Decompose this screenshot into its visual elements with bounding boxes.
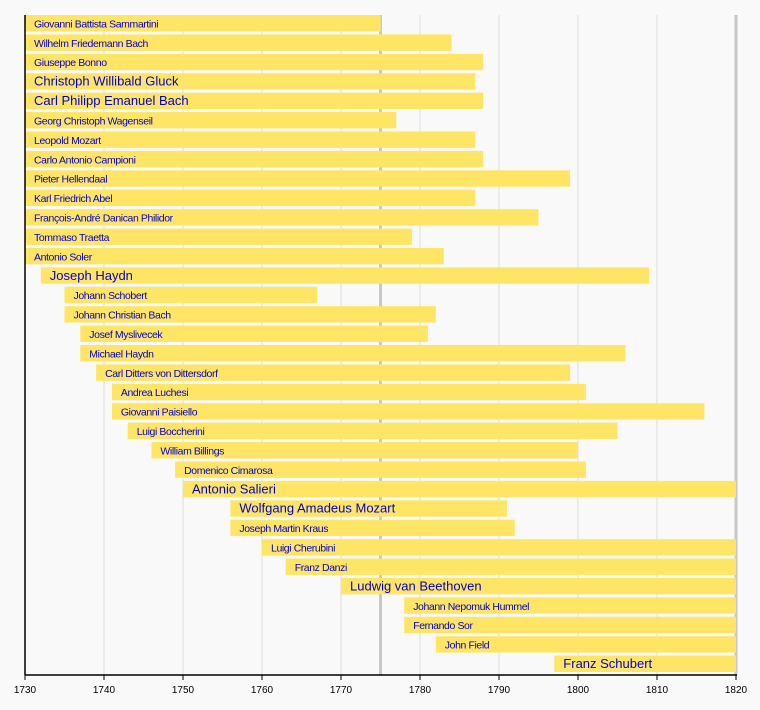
timeline-bar <box>25 247 444 265</box>
timeline-bar <box>25 92 484 110</box>
x-tick-label: 1790 <box>488 685 511 696</box>
x-tick-label: 1800 <box>567 685 590 696</box>
bar-label: Josef Myslivecek <box>89 329 163 341</box>
timeline-bar <box>230 500 507 517</box>
x-tick-label: 1820 <box>725 685 748 696</box>
timeline-bar <box>175 461 586 478</box>
x-tick-label: 1780 <box>409 685 432 696</box>
bar-label: Ludwig van Beethoven <box>350 578 482 593</box>
timeline-bar <box>25 53 484 71</box>
timeline-bar <box>404 616 736 634</box>
bar-label: Leopold Mozart <box>34 135 101 147</box>
timeline-bar <box>230 519 515 537</box>
timeline-bar <box>151 442 578 459</box>
bar-label: Giovanni Battista Sammartini <box>34 18 158 30</box>
bar-label: Pieter Hellendaal <box>34 174 107 186</box>
bar-label: William Billings <box>160 445 224 457</box>
bar-label: Tommaso Traetta <box>34 232 110 244</box>
x-tick-label: 1750 <box>172 685 195 696</box>
bar-label: Franz Danzi <box>295 562 347 574</box>
bar-label: Karl Friedrich Abel <box>34 193 112 205</box>
bar-label: Domenico Cimarosa <box>184 465 273 477</box>
timeline-bar <box>183 480 736 498</box>
timeline-bar <box>404 597 736 614</box>
bar-label: Antonio Salieri <box>192 481 276 496</box>
x-tick-label: 1730 <box>14 685 37 696</box>
bar-label: Joseph Haydn <box>50 268 133 283</box>
timeline-bar <box>64 286 318 304</box>
timeline-bar <box>64 306 436 323</box>
bar-label: Georg Christoph Wagenseil <box>34 115 153 127</box>
timeline-bar <box>96 364 571 381</box>
timeline-bar <box>435 636 736 653</box>
timeline-bar <box>25 73 476 90</box>
x-tick-label: 1810 <box>646 685 669 696</box>
timeline-bar <box>25 34 452 51</box>
timeline-bar <box>127 422 618 440</box>
x-tick-label: 1770 <box>330 685 353 696</box>
bar-label: Johann Schobert <box>74 290 148 302</box>
timeline-bar <box>25 170 571 187</box>
bar-label: Antonio Soler <box>34 251 93 263</box>
bar-label: Carlo Antonio Campioni <box>34 154 136 166</box>
bar-label: Andrea Luchesi <box>121 387 188 399</box>
bar-label: Carl Ditters von Dittersdorf <box>105 368 218 380</box>
bar-label: Giovanni Paisiello <box>121 407 198 419</box>
timeline-bar <box>554 655 736 672</box>
bar-label: Luigi Boccherini <box>137 426 205 438</box>
timeline-bar <box>25 112 397 129</box>
timeline-bar <box>80 345 626 362</box>
timeline-bar <box>111 403 705 420</box>
bar-label: Johann Nepomuk Hummel <box>413 601 529 613</box>
bar-label: Luigi Cherubini <box>271 543 335 555</box>
bar-label: Joseph Martin Kraus <box>239 523 328 535</box>
bar-label: Carl Philipp Emanuel Bach <box>34 93 189 108</box>
timeline-bar <box>25 150 484 168</box>
x-axis: 1730 1740 1750 1760 1770 1780 1790 1800 1810 1820 <box>14 15 748 696</box>
timeline-bar <box>25 131 476 148</box>
timeline-bar <box>111 383 586 401</box>
bar-label: François-André Danican Philidor <box>34 213 174 225</box>
bar-label: Giuseppe Bonno <box>34 57 107 69</box>
bar-label: John Field <box>445 640 490 652</box>
timeline-bar <box>40 267 650 284</box>
x-tick-label: 1760 <box>251 685 274 696</box>
x-tick-label: 1740 <box>93 685 116 696</box>
timeline-bar <box>25 15 381 32</box>
bar-label: Wolfgang Amadeus Mozart <box>239 501 395 516</box>
bar-label: Christoph Willibald Gluck <box>34 74 179 89</box>
timeline-bar <box>80 325 428 342</box>
bar-label: Wilhelm Friedemann Bach <box>34 38 148 50</box>
bar-label: Franz Schubert <box>563 656 652 671</box>
timeline-bar <box>285 558 736 575</box>
bar-label: Michael Haydn <box>89 348 154 360</box>
bars: Giovanni Battista Sammartini Wilhelm Frie… <box>25 15 736 672</box>
bar-label: Johann Christian Bach <box>74 310 172 322</box>
timeline-bar <box>25 228 413 245</box>
timeline-bar <box>262 539 736 556</box>
timeline-bar <box>25 189 476 207</box>
timeline-bar <box>341 577 736 595</box>
timeline-bar <box>25 209 539 226</box>
bar-label: Fernando Sor <box>413 620 473 632</box>
